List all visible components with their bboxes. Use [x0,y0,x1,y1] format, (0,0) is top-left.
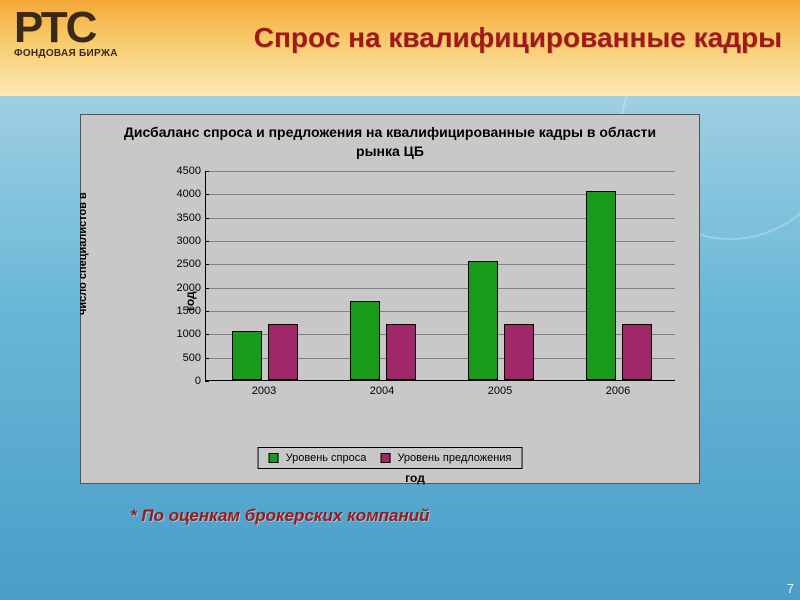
y-tick-label: 0 [159,375,201,387]
bar-supply [504,324,534,380]
y-tick-label: 4000 [159,188,201,200]
chart-panel: Дисбаланс спроса и предложения на квалиф… [80,114,700,484]
y-tick-label: 3000 [159,235,201,247]
footnote: * По оценкам брокерских компаний [130,506,430,526]
x-axis-label: год [405,471,425,485]
bar-supply [622,324,652,380]
bar-demand [350,301,380,380]
legend-label-supply: Уровень предложения [397,452,511,464]
legend-swatch-demand [269,453,279,463]
bar-supply [268,324,298,380]
legend-label-demand: Уровень спроса [286,452,367,464]
legend-swatch-supply [380,453,390,463]
legend-item-supply: Уровень предложения [380,452,511,464]
header-band: РТС ФОНДОВАЯ БИРЖА Спрос на квалифициров… [0,0,800,96]
x-tick-label: 2005 [488,385,512,397]
plot-zone: год год 05001000150020002500300035004000… [155,171,675,399]
bar-demand [586,191,616,380]
y-tick-label: 2000 [159,282,201,294]
page-number: 7 [787,581,794,596]
slide-title: Спрос на квалифицированные кадры [254,22,782,54]
bar-supply [386,324,416,380]
x-tick-label: 2006 [606,385,630,397]
y-tick-label: 2500 [159,258,201,270]
legend-item-demand: Уровень спроса [269,452,367,464]
x-tick-label: 2004 [370,385,394,397]
y-tick-label: 4500 [159,165,201,177]
y-tick-label: 500 [159,352,201,364]
logo-subtitle: ФОНДОВАЯ БИРЖА [14,48,118,59]
legend: Уровень спроса Уровень предложения [258,447,523,469]
plot-area [205,171,675,381]
y-tick-label: 1500 [159,305,201,317]
y-tick-label: 1000 [159,328,201,340]
bar-demand [232,331,262,380]
gridline [206,171,675,172]
chart-title: Дисбаланс спроса и предложения на квалиф… [81,115,699,165]
y-tick-label: 3500 [159,212,201,224]
bar-demand [468,261,498,380]
x-tick-label: 2003 [252,385,276,397]
logo: РТС ФОНДОВАЯ БИРЖА [14,8,118,59]
y-axis-label-outer: число специалистов в [77,185,89,315]
logo-text: РТС [14,8,118,48]
